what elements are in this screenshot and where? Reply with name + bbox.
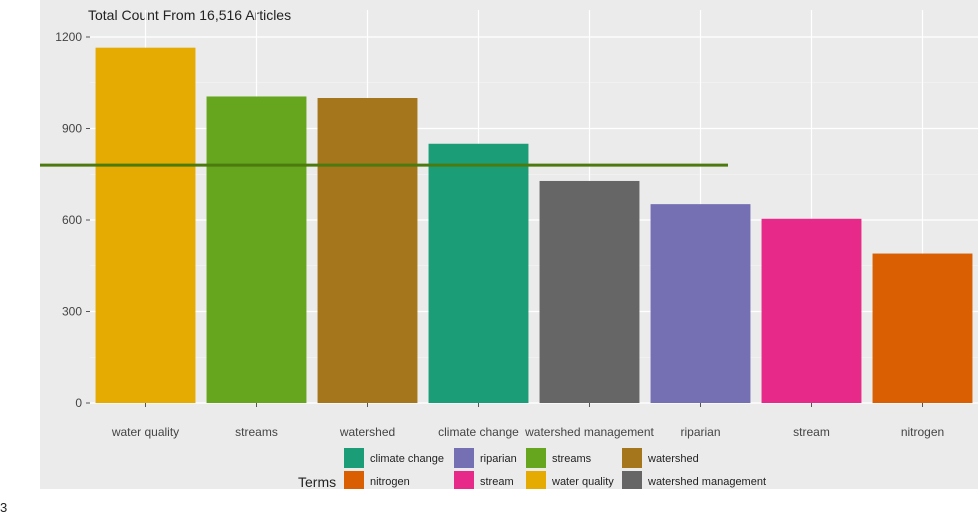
bar	[95, 47, 196, 404]
x-tick-label: nitrogen	[901, 425, 944, 439]
bars	[95, 47, 973, 404]
bar-chart: Total Count From 16,516 Articles 0 300 600…	[40, 7, 978, 489]
bar	[872, 253, 973, 403]
x-tick-label: climate change	[438, 425, 519, 439]
legend-title: Terms	[298, 474, 336, 489]
x-tick-label: stream	[793, 425, 830, 439]
legend-label: nitrogen	[370, 476, 410, 488]
legend-label: watershed	[647, 453, 699, 465]
legend-label: streams	[552, 453, 592, 465]
bar	[761, 218, 862, 403]
legend-swatch	[622, 448, 642, 468]
y-tick-label: 300	[62, 305, 82, 319]
legend-swatch	[454, 448, 474, 468]
legend-label: climate change	[370, 453, 444, 465]
bar	[428, 143, 529, 403]
legend-swatch	[344, 448, 364, 468]
legend-swatch	[622, 471, 642, 489]
legend-swatch	[526, 448, 546, 468]
bar	[650, 204, 751, 403]
x-axis: water quality streams watershed climate cha…	[111, 403, 944, 439]
chart-panel: Total Count From 16,516 Articles 0 300 600…	[40, 0, 978, 489]
y-axis: 0 300 600 900 1200	[55, 30, 90, 410]
stray-character: 3	[0, 500, 8, 515]
x-tick-label: watershed management	[524, 425, 654, 439]
y-tick-label: 0	[75, 396, 82, 410]
legend-swatch	[344, 471, 364, 489]
legend-label: watershed management	[647, 476, 766, 488]
legend-swatch	[454, 471, 474, 489]
y-tick-label: 1200	[55, 30, 82, 44]
chart-title: Total Count From 16,516 Articles	[88, 7, 291, 23]
x-tick-label: watershed	[339, 425, 395, 439]
x-tick-label: water quality	[111, 425, 179, 439]
bar	[317, 98, 418, 403]
legend: Terms climate change nitrogen riparian strea…	[298, 448, 766, 489]
legend-label: stream	[480, 476, 514, 488]
bar	[206, 96, 307, 403]
x-tick-label: riparian	[680, 425, 720, 439]
y-tick-label: 600	[62, 213, 82, 227]
legend-swatch	[526, 471, 546, 489]
bar	[539, 180, 640, 403]
legend-label: water quality	[551, 476, 614, 488]
legend-label: riparian	[480, 453, 517, 465]
x-tick-label: streams	[235, 425, 278, 439]
y-tick-label: 900	[62, 122, 82, 136]
